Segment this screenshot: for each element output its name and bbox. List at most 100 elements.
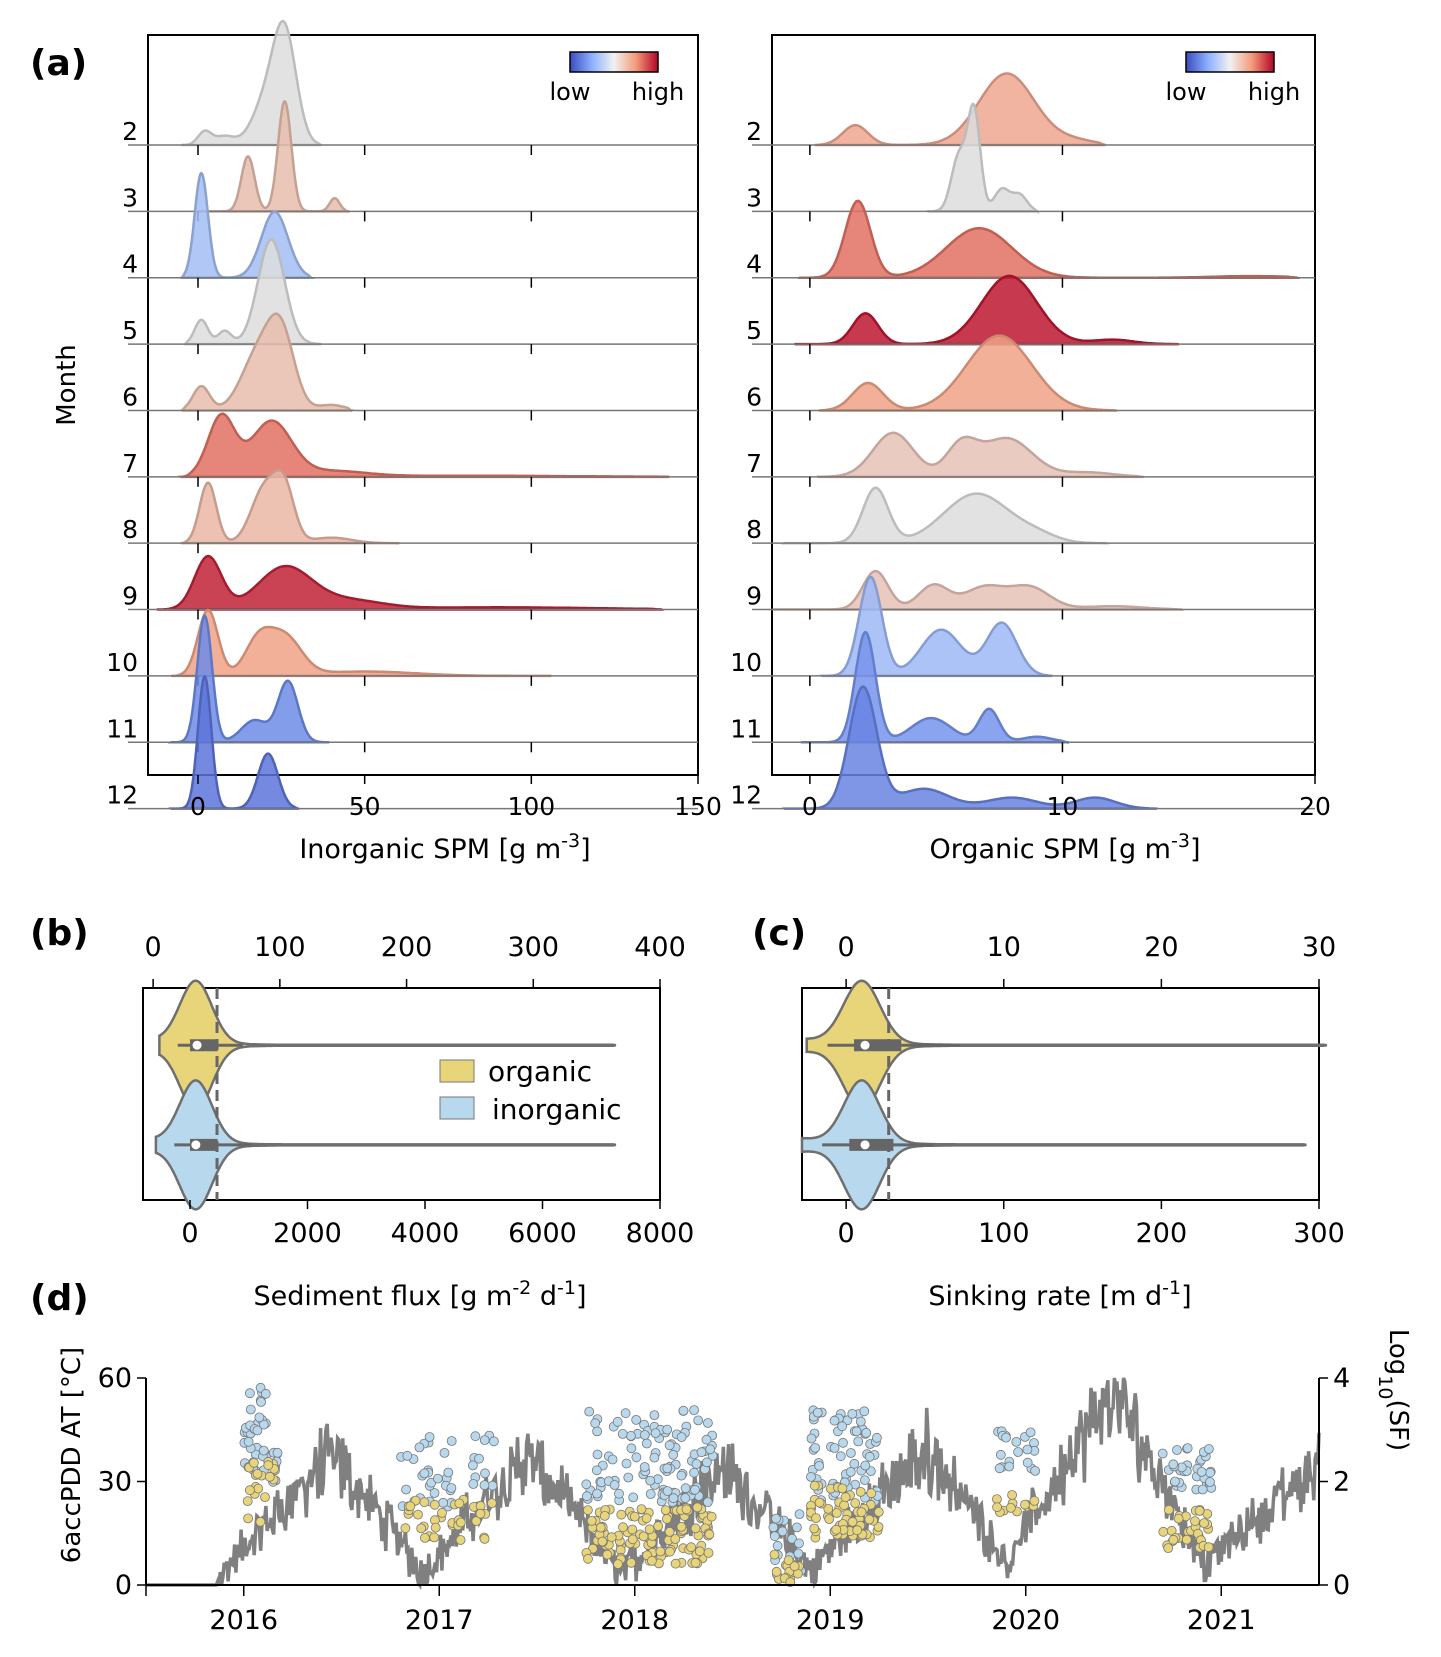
scatter-point-inorganic [662,1424,673,1435]
scatter-point-organic [627,1524,638,1535]
colorbar-low-label: low [1166,78,1207,106]
month-label: 10 [730,648,762,677]
scatter-point-organic [706,1511,717,1522]
scatter-point-inorganic [1022,1457,1033,1468]
scatter-point-inorganic [429,1488,440,1498]
colorbar-low-label: low [550,78,591,106]
ridge-month-6 [818,334,1118,412]
scatter-point-organic [638,1531,649,1542]
scatter-point-inorganic [614,1488,624,1499]
scatter-point-inorganic [1182,1443,1193,1453]
scatter-point-inorganic [401,1484,412,1495]
scatter-point-inorganic [620,1408,631,1419]
scatter-point-organic [583,1553,593,1564]
scatter-point-inorganic [609,1480,620,1490]
month-label: 7 [746,449,762,478]
panel-label-c: (c) [752,913,806,954]
scatter-point-organic [670,1534,681,1544]
scatter-point-inorganic [1001,1432,1011,1443]
ridge-month-7 [816,431,1144,479]
scatter-point-organic [692,1502,703,1513]
scatter-point-organic [850,1498,861,1508]
x-tick-label-top: 30 [1302,932,1336,963]
scatter-point-inorganic [244,1388,255,1399]
x-tick-label-bottom: 6000 [508,1218,577,1249]
scatter-point-organic [613,1559,623,1569]
y-tick-label-right: 0 [1333,1570,1350,1601]
month-label: 9 [122,582,138,611]
panel-a-inorganic-ridgeline: 2 3 4 5 6 7 8 9 10 11 12 0 50 100 150 [106,19,722,821]
scatter-point-organic [252,1469,263,1479]
scatter-point-inorganic [649,1410,660,1420]
scatter-point-organic [686,1542,696,1553]
scatter-point-inorganic [859,1406,870,1417]
scatter-point-inorganic [468,1479,479,1489]
scatter-point-inorganic [678,1405,689,1416]
month-label: 4 [122,250,138,279]
legend-label-organic: organic [488,1055,592,1088]
scatter-point-inorganic [855,1416,866,1427]
plot-frame [147,34,699,776]
scatter-point-organic [676,1522,687,1532]
x-axis-label-sinking-rate: Sinking rate [m d-1] [928,1277,1191,1312]
x-tick-label-bottom: 2000 [273,1218,342,1249]
scatter-point-organic [413,1509,423,1520]
scatter-point-organic [811,1513,821,1523]
panel-a-organic-ridgeline: 2 3 4 5 6 7 8 9 10 11 12 0 10 20 [730,34,1331,821]
year-label: 2016 [209,1605,278,1636]
x-tick-label-top: 0 [838,932,855,963]
scatter-point-organic [1173,1513,1184,1524]
scatter-point-organic [690,1523,701,1534]
scatter-point-inorganic [771,1513,781,1524]
colorbar-right: low high [1166,51,1300,106]
scatter-point-inorganic [617,1429,628,1439]
temperature-line [146,1377,1321,1590]
scatter-point-inorganic [254,1412,265,1423]
month-label: 6 [122,382,138,411]
scatter-point-organic [783,1555,794,1566]
x-tick-label-bottom: 100 [978,1218,1030,1249]
colorbar-gradient [569,51,659,73]
year-label: 2018 [600,1605,669,1636]
ridge-month-10 [170,608,552,678]
scatter-point-inorganic [835,1451,846,1462]
x-axis-label-sediment-flux: Sediment flux [g m-2 d-1] [253,1277,586,1312]
scatter-point-organic [248,1457,259,1468]
month-label: 12 [106,781,138,810]
scatter-point-organic [1005,1503,1016,1513]
scatter-point-organic [583,1505,593,1515]
scatter-point-inorganic [668,1493,679,1504]
scatter-point-organic [242,1496,253,1506]
panel-label-d: (d) [30,1278,89,1319]
x-tick-label-bottom: 0 [838,1218,855,1249]
scatter-point-inorganic [592,1488,602,1499]
scatter-point-inorganic [626,1443,637,1454]
plot-frame [771,34,1316,776]
scatter-point-inorganic [690,1484,700,1495]
scatter-point-inorganic [702,1497,713,1507]
scatter-point-inorganic [639,1430,650,1440]
month-label: 12 [730,781,762,810]
scatter-point-inorganic [693,1415,704,1426]
x-tick-label-top: 300 [508,932,560,963]
scatter-point-organic [840,1492,851,1503]
scatter-point-inorganic [639,1462,650,1472]
scatter-point-inorganic [696,1447,707,1458]
scatter-point-inorganic [668,1449,679,1460]
scatter-point-inorganic [621,1458,632,1469]
x-tick-label-top: 10 [987,932,1021,963]
scatter-point-inorganic [1205,1467,1215,1478]
ridge-month-6 [180,312,354,413]
x-tick-label: 150 [674,792,722,821]
ridge-month-9 [156,554,664,611]
scatter-point-organic [824,1514,835,1524]
scatter-point-inorganic [806,1433,817,1444]
scatter-point-inorganic [860,1475,870,1485]
scatter-point-organic [831,1524,842,1535]
scatter-point-organic [255,1516,266,1527]
scatter-point-inorganic [701,1434,712,1445]
month-label: 2 [122,117,138,146]
scatter-point-organic [606,1532,617,1543]
ridge-month-2 [814,72,1106,147]
scatter-point-inorganic [689,1467,699,1478]
